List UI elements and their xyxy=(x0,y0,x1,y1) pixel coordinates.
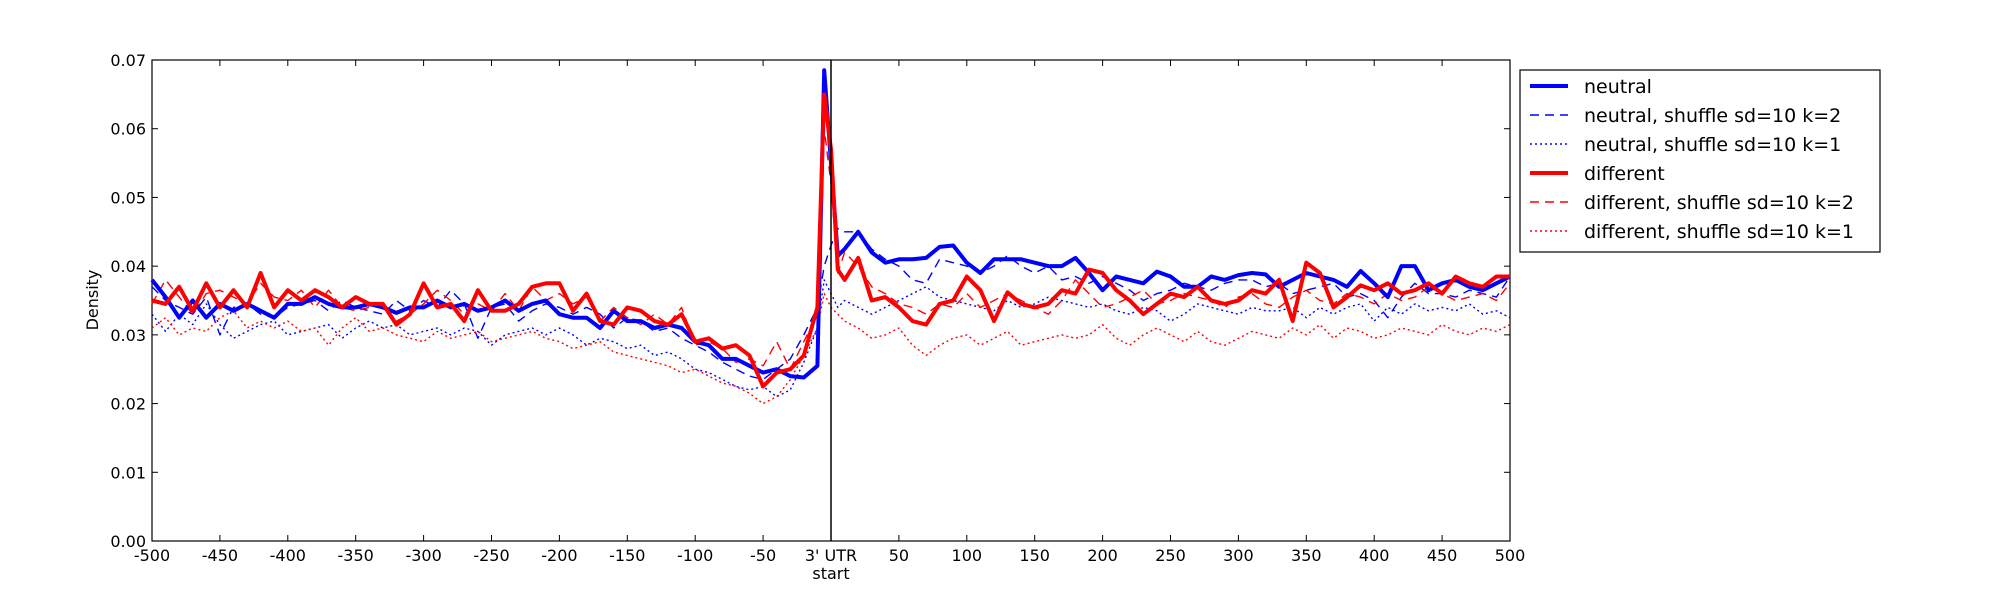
y-tick-label: 0.04 xyxy=(110,257,146,276)
x-tick-label: 500 xyxy=(1495,546,1526,565)
x-axis-label: start xyxy=(812,564,849,583)
y-tick-label: 0.06 xyxy=(110,120,146,139)
x-tick-label: 250 xyxy=(1155,546,1186,565)
y-tick-label: 0.01 xyxy=(110,463,146,482)
y-tick-label: 0.07 xyxy=(110,51,146,70)
legend-label: neutral, shuffle sd=10 k=1 xyxy=(1584,134,1841,156)
x-tick-label: -500 xyxy=(134,546,170,565)
tick-layer: -500 -450 -400 -350 -300 -250 -200 -150 -100 -50 3… xyxy=(110,51,1525,565)
legend-label: different, shuffle sd=10 k=2 xyxy=(1584,192,1854,214)
x-tick-label: -400 xyxy=(270,546,306,565)
x-tick-label: 3' UTR xyxy=(805,546,857,565)
x-tick-label: 100 xyxy=(952,546,983,565)
y-tick-label: 0.00 xyxy=(110,532,146,551)
x-tick-label: -300 xyxy=(405,546,441,565)
legend-box xyxy=(1519,69,1881,253)
x-tick-label: -100 xyxy=(677,546,713,565)
x-tick-label: -250 xyxy=(473,546,509,565)
x-tick-label: -450 xyxy=(202,546,238,565)
y-tick-label: 0.02 xyxy=(110,395,146,414)
x-tick-label: -200 xyxy=(541,546,577,565)
legend-label: different xyxy=(1584,163,1665,185)
x-tick-label: 400 xyxy=(1359,546,1390,565)
x-tick-label: -350 xyxy=(338,546,374,565)
y-tick-label: 0.03 xyxy=(110,326,146,345)
x-tick-label: 200 xyxy=(1087,546,1118,565)
legend-label: neutral xyxy=(1584,76,1652,98)
x-tick-label: 450 xyxy=(1427,546,1458,565)
y-tick-label: 0.05 xyxy=(110,188,146,207)
x-tick-label: 150 xyxy=(1019,546,1050,565)
x-tick-label: -50 xyxy=(750,546,776,565)
legend-label: different, shuffle sd=10 k=1 xyxy=(1584,221,1854,243)
legend-label: neutral, shuffle sd=10 k=2 xyxy=(1584,105,1841,127)
x-tick-label: -150 xyxy=(609,546,645,565)
x-tick-label: 350 xyxy=(1291,546,1322,565)
legend-items: neutral neutral, shuffle sd=10 k=2 neutral… xyxy=(1530,76,1854,243)
y-axis-label: Density xyxy=(83,270,102,331)
x-tick-label: 50 xyxy=(889,546,909,565)
x-tick-label: 300 xyxy=(1223,546,1254,565)
legend: neutral neutral, shuffle sd=10 k=2 neutral… xyxy=(1519,69,1881,253)
